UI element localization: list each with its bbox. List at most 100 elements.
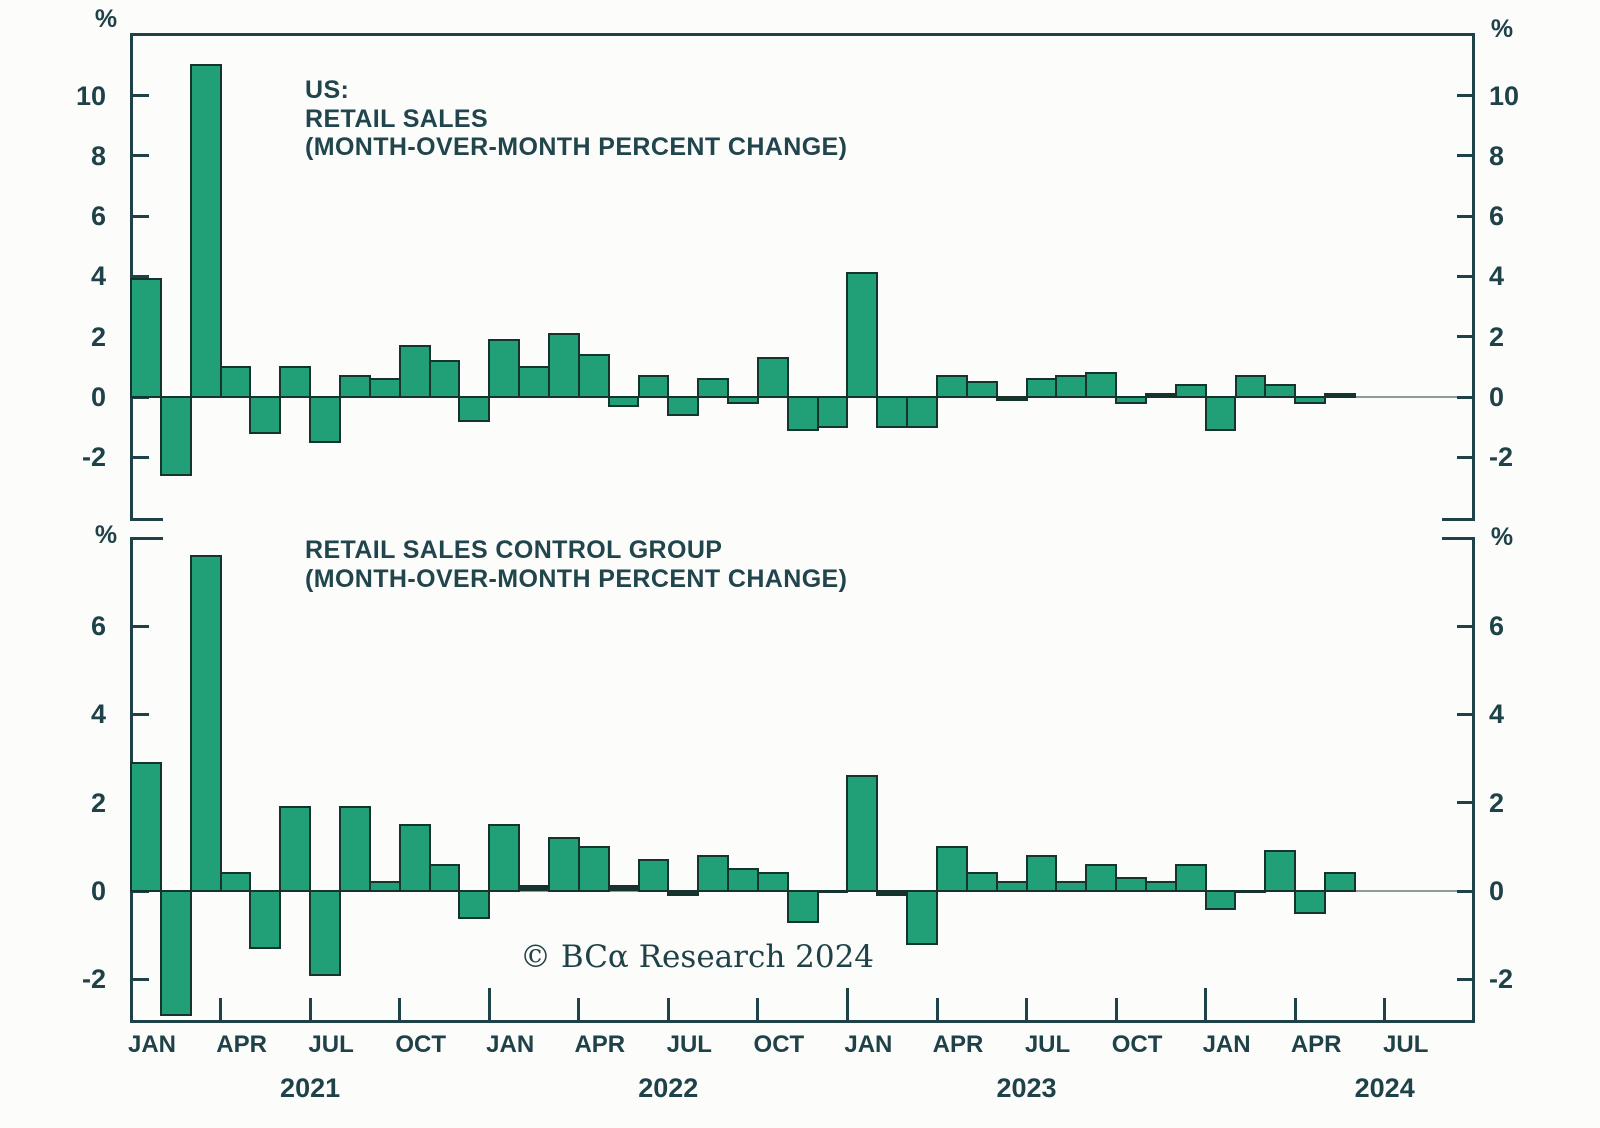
bar [1264, 850, 1297, 892]
percent-symbol-bottom-left: % [94, 521, 118, 549]
percent-symbol-top-left: % [94, 5, 118, 33]
bar [1055, 374, 1088, 398]
bottom-panel-title: RETAIL SALES CONTROL GROUP (MONTH-OVER-M… [305, 536, 847, 593]
bar [936, 845, 968, 892]
y-tick-right [1457, 624, 1474, 628]
bar [906, 396, 938, 429]
bar [1264, 383, 1297, 398]
x-tick-label: JAN [486, 1031, 535, 1058]
bar [637, 374, 670, 398]
bar [189, 554, 222, 892]
bar [1324, 392, 1356, 398]
x-tick-quarter [1293, 998, 1297, 1020]
bar [1144, 392, 1177, 398]
left-axis-top-panel [130, 33, 133, 520]
top-panel-title: US: RETAIL SALES (MONTH-OVER-MONTH PERCE… [305, 76, 847, 162]
bar [697, 854, 729, 892]
y-tick-left [132, 154, 149, 158]
bar [518, 885, 550, 892]
bar [309, 890, 341, 976]
x-tick-label: JUL [308, 1031, 354, 1058]
y-tick-label-right: -2 [1489, 964, 1514, 995]
bar [1174, 383, 1207, 398]
year-label: 2023 [996, 1073, 1057, 1103]
x-tick-label: APR [1290, 1031, 1342, 1058]
bar [1174, 863, 1207, 892]
x-tick-label: JAN [1202, 1031, 1251, 1058]
y-tick-label-left: 2 [90, 787, 106, 818]
y-tick-left [132, 712, 149, 716]
bar [1115, 876, 1147, 892]
x-tick-quarter [756, 998, 760, 1020]
bar [727, 396, 759, 404]
percent-symbol-bottom-right: % [1490, 523, 1514, 551]
bar [219, 365, 252, 398]
bottom-panel-top-right-stub [1442, 537, 1475, 540]
bar [1085, 863, 1118, 892]
top-title-line-1: US: [305, 76, 350, 104]
bar [1085, 371, 1118, 398]
bar [1115, 396, 1147, 404]
y-tick-right [1457, 977, 1474, 981]
top-frame-line [130, 33, 1475, 36]
bar [398, 344, 431, 398]
y-tick-right [1457, 335, 1474, 339]
x-tick-label: JUL [666, 1031, 712, 1058]
y-tick-label-left: 4 [90, 261, 106, 292]
y-tick-label-right: 6 [1489, 611, 1505, 642]
bar [637, 859, 670, 892]
bar [279, 806, 312, 892]
year-label: 2024 [1354, 1073, 1415, 1103]
y-tick-label-left: 0 [90, 876, 106, 906]
bar [547, 837, 580, 892]
y-tick-label-right: 2 [1489, 787, 1505, 818]
x-tick-label: OCT [395, 1031, 447, 1058]
x-tick-january [845, 988, 849, 1020]
y-tick-label-right: 8 [1489, 140, 1505, 171]
y-tick-label-left: 6 [90, 201, 106, 232]
year-label: 2022 [638, 1073, 699, 1103]
x-tick-label: JUL [1024, 1031, 1071, 1058]
x-tick-label: APR [216, 1031, 267, 1058]
y-tick-left [132, 624, 149, 628]
y-tick-label-right: 6 [1489, 201, 1505, 232]
bottom-title-line-2: (MONTH-OVER-MONTH PERCENT CHANGE) [305, 564, 848, 593]
bar [607, 396, 640, 407]
bar [1294, 396, 1327, 404]
bar [547, 332, 580, 398]
top-panel-bottom-left-stub [130, 518, 163, 521]
y-tick-label-left: 2 [90, 321, 106, 352]
x-axis-line [130, 1020, 1475, 1023]
x-tick-label: APR [574, 1031, 626, 1058]
bar [130, 278, 162, 398]
y-tick-label-right: 10 [1489, 80, 1520, 111]
bar [1234, 889, 1267, 893]
bar [786, 890, 819, 923]
y-tick-label-left: -2 [81, 442, 106, 473]
bar [488, 823, 521, 892]
y-tick-right [1457, 274, 1474, 278]
bar [876, 889, 909, 896]
x-tick-january [1204, 988, 1208, 1020]
bar [249, 890, 282, 950]
x-tick-quarter [1025, 998, 1028, 1020]
bottom-panel-top-left-stub [130, 537, 163, 540]
x-tick-january [487, 988, 491, 1020]
x-tick-label: JUL [1383, 1031, 1429, 1058]
bar [279, 365, 312, 398]
y-tick-right [1457, 395, 1474, 399]
bar [846, 775, 879, 892]
copyright: © BCα Research 2024 [520, 939, 875, 975]
top-panel-bottom-right-stub [1442, 518, 1475, 521]
y-tick-left [132, 214, 149, 218]
bar [577, 353, 610, 398]
bar [368, 377, 401, 398]
bar [607, 885, 640, 892]
bar [159, 396, 192, 477]
bar [1204, 396, 1237, 432]
bar [816, 396, 849, 429]
x-tick-label: JAN [844, 1031, 893, 1058]
y-tick-label-left: 4 [90, 699, 106, 730]
bar [1025, 854, 1058, 892]
y-tick-left [132, 455, 149, 459]
